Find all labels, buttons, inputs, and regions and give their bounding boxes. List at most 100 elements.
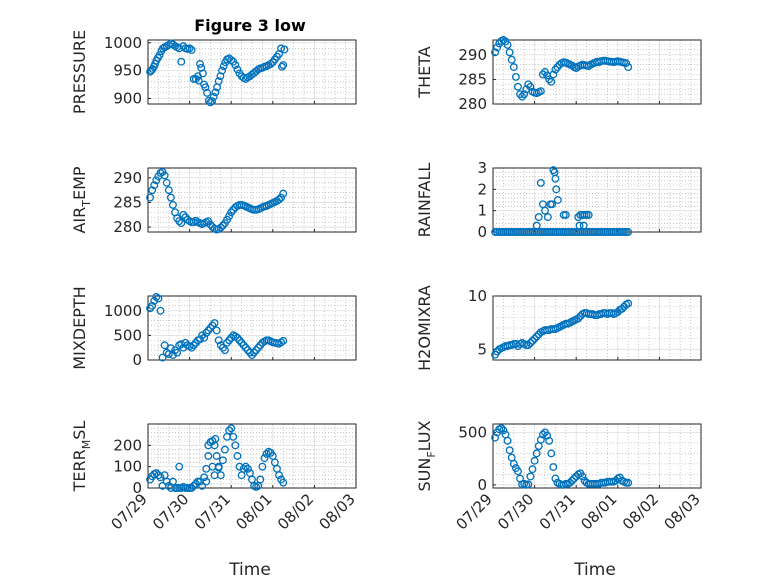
data-point	[162, 178, 171, 187]
data-point	[198, 69, 207, 78]
data-point	[239, 341, 248, 350]
data-point	[279, 478, 288, 487]
data-point	[518, 92, 527, 101]
data-point	[212, 326, 221, 335]
data-point	[574, 314, 583, 323]
data-point	[231, 332, 240, 341]
data-point	[160, 341, 169, 350]
y-axis-label: PRESSURE	[70, 30, 89, 114]
x-tick-label: 07/30	[149, 490, 192, 533]
data-point	[147, 66, 156, 75]
data-point	[509, 459, 518, 468]
data-point	[241, 462, 250, 471]
data-point	[152, 293, 161, 301]
data-point	[578, 472, 587, 481]
data-point	[200, 473, 209, 482]
data-point	[553, 196, 562, 204]
data-point	[221, 445, 229, 454]
data-point	[231, 441, 240, 450]
axes-frame	[147, 295, 357, 361]
data-point	[278, 62, 286, 71]
y-tick-label: 10	[468, 287, 487, 305]
data-point	[536, 178, 545, 187]
y-tick-label: 0	[132, 351, 142, 369]
data-point	[233, 65, 242, 74]
data-point	[164, 186, 173, 195]
data-point	[530, 456, 539, 465]
data-point	[551, 65, 560, 74]
data-point	[175, 462, 184, 471]
data-point	[169, 200, 177, 209]
data-point	[252, 346, 261, 355]
data-point	[216, 223, 225, 232]
data-point	[212, 452, 221, 460]
data-point	[189, 481, 198, 490]
data-point	[497, 424, 506, 433]
data-point	[173, 348, 182, 357]
series-points	[146, 293, 288, 362]
data-point	[223, 338, 231, 347]
data-point	[543, 213, 552, 222]
x-tick-label: 07/30	[494, 490, 537, 533]
y-tick-label: 950	[113, 62, 142, 80]
data-point	[534, 213, 543, 222]
data-point	[218, 456, 227, 465]
data-point	[505, 446, 514, 455]
data-point	[233, 333, 242, 342]
data-point	[507, 55, 516, 64]
subplot-air-temp: 280 285 290 AIRTEMP	[70, 166, 357, 236]
data-point	[189, 341, 198, 350]
subplot-mixdepth: 0 500 1000 MIXDEPTH	[70, 286, 357, 370]
data-point	[280, 45, 289, 54]
data-point	[208, 97, 217, 106]
data-point	[277, 44, 286, 53]
data-point	[553, 63, 562, 72]
x-tick-label: 08/02	[619, 490, 662, 533]
data-point	[187, 343, 196, 352]
data-point	[256, 341, 265, 350]
data-point	[532, 449, 541, 458]
data-point	[549, 70, 558, 79]
axes-frame	[492, 423, 702, 489]
data-point	[177, 219, 186, 228]
data-point	[198, 331, 207, 340]
data-point	[210, 319, 219, 328]
data-point	[279, 61, 288, 69]
data-point	[214, 336, 223, 345]
y-tick-label: 5	[477, 340, 487, 358]
series-points	[491, 166, 633, 236]
data-point	[549, 463, 558, 471]
data-point	[185, 44, 194, 53]
series-points	[491, 299, 633, 359]
data-point	[503, 40, 512, 49]
y-tick-label: 900	[113, 89, 142, 107]
data-point	[566, 478, 574, 487]
data-point	[148, 301, 157, 310]
data-point	[152, 469, 161, 478]
data-point	[221, 346, 229, 355]
data-point	[547, 449, 556, 458]
data-point	[218, 66, 226, 75]
data-point	[545, 75, 554, 84]
data-point	[279, 336, 288, 345]
x-axis-label-right: Time	[573, 560, 616, 580]
data-point	[536, 87, 545, 96]
y-tick-label: 3	[477, 159, 487, 177]
y-axis-label: MIXDEPTH	[70, 286, 89, 369]
data-point	[505, 48, 514, 57]
series-points	[146, 424, 288, 492]
data-point	[154, 294, 163, 303]
data-point	[204, 96, 213, 105]
y-axis-label: SUNFLUX	[415, 420, 438, 491]
data-point	[570, 474, 579, 483]
data-point	[179, 210, 188, 219]
data-point	[146, 193, 155, 202]
data-point	[493, 43, 502, 52]
data-point	[277, 193, 286, 202]
data-point	[260, 454, 269, 463]
subplot-rainfall: 0 1 2 3 RAINFALL	[415, 159, 702, 241]
data-point	[150, 296, 159, 305]
data-point	[227, 424, 236, 433]
y-tick-label: 1000	[104, 34, 142, 52]
